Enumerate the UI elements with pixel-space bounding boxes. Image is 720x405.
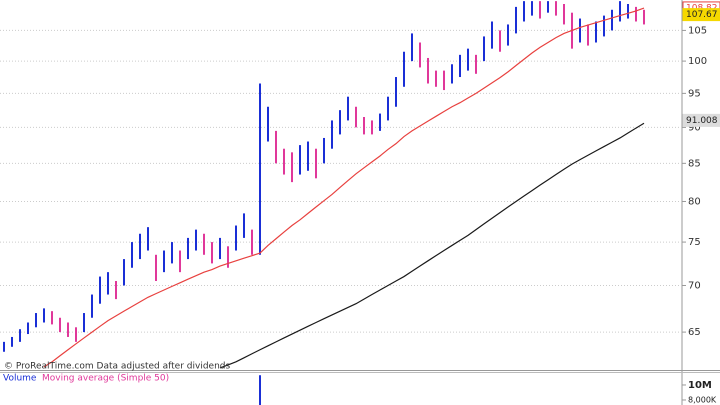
y-tick-label: 85 (688, 158, 701, 169)
volume-tick-label: 10M (688, 380, 712, 391)
y-tick-label: 100 (688, 56, 707, 67)
volume-title: Volume (3, 374, 37, 384)
price-badge-label: 91.008 (686, 116, 718, 126)
y-tick-label: 70 (688, 280, 701, 291)
price-badge (682, 113, 720, 127)
price-badge (682, 8, 720, 22)
y-tick-label: 65 (688, 327, 701, 338)
y-tick-label: 75 (688, 237, 701, 248)
volume-subtitle: Moving average (Simple 50) (42, 374, 169, 384)
moving-average-line (219, 122, 645, 369)
y-tick-label: 105 (688, 25, 707, 36)
watermark: © ProRealTime.com Data adjusted after di… (4, 362, 230, 372)
moving-average-line (43, 7, 645, 368)
volume-tick-label: 8,000K (688, 395, 717, 404)
y-tick-label: 80 (688, 196, 701, 207)
price-badge-label: 107.67 (686, 10, 718, 20)
y-tick-label: 95 (688, 88, 701, 99)
y-tick-label: 90 (688, 122, 701, 133)
volume-bar (259, 375, 261, 405)
